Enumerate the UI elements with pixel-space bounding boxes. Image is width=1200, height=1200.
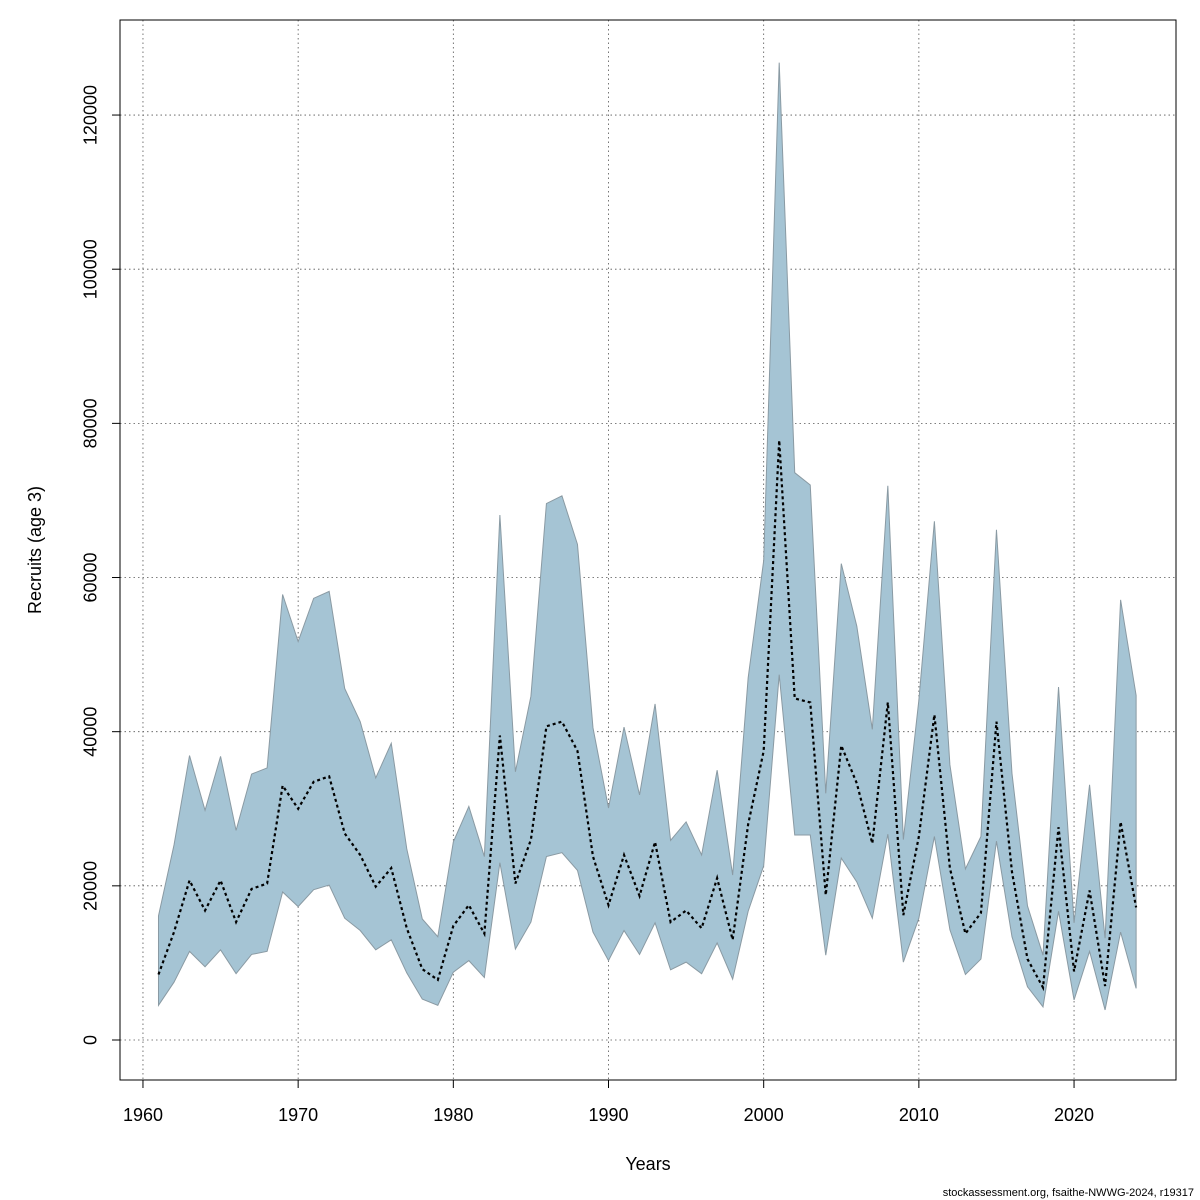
plot-frame — [119, 19, 1177, 1081]
y-tick-label: 100000 — [81, 239, 101, 299]
footer: stockassessment.org, fsaithe-NWWG-2024, … — [943, 1187, 1194, 1199]
y-tick-label: 40000 — [81, 707, 101, 757]
confidence-band — [157, 62, 1137, 1011]
y-tick-label: 20000 — [81, 861, 101, 911]
y-tick-label: 60000 — [81, 552, 101, 602]
y-tick-label: 0 — [81, 1035, 101, 1045]
x-tick-label: 1970 — [278, 1105, 318, 1125]
x-tick-label: 1960 — [123, 1105, 163, 1125]
y-tick-label: 80000 — [81, 398, 101, 448]
y-tick-label: 120000 — [81, 85, 101, 145]
x-axis-label: Years — [625, 1154, 670, 1174]
x-tick-label: 1990 — [588, 1105, 628, 1125]
y-axis-label: Recruits (age 3) — [25, 486, 45, 614]
x-tick-label: 2020 — [1054, 1105, 1094, 1125]
x-tick-label: 2000 — [744, 1105, 784, 1125]
median-line — [157, 440, 1138, 992]
x-tick-label: 2010 — [899, 1105, 939, 1125]
x-tick-label: 1980 — [433, 1105, 473, 1125]
